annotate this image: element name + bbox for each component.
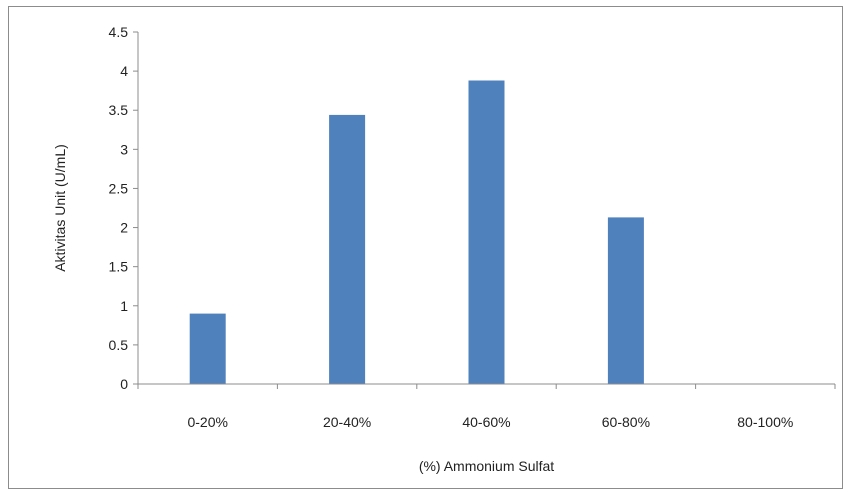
x-tick-label: 60-80%: [602, 414, 650, 430]
x-tick-label: 0-20%: [187, 414, 227, 430]
y-tick-label: 1: [120, 298, 128, 314]
x-axis-title: (%) Ammonium Sulfat: [419, 458, 554, 474]
y-tick-label: 4: [120, 63, 128, 79]
x-tick-label: 40-60%: [462, 414, 510, 430]
y-axis-title: Aktivitas Unit (U/mL): [52, 144, 68, 272]
bar: [607, 217, 644, 384]
bar: [329, 114, 366, 384]
y-tick-label: 2: [120, 220, 128, 236]
chart-frame: [8, 6, 843, 489]
y-tick-label: 3.5: [109, 102, 129, 118]
bar: [189, 313, 226, 384]
y-tick-label: 4.5: [109, 24, 129, 40]
y-tick-label: 2.5: [109, 180, 129, 196]
x-tick-label: 80-100%: [737, 414, 793, 430]
bar: [468, 80, 505, 385]
y-tick-label: 1.5: [109, 259, 129, 275]
bars: [189, 80, 644, 385]
y-tick-label: 0.5: [109, 337, 129, 353]
y-tick-label: 0: [120, 376, 128, 392]
y-axis-ticks: 0 0.5 1 1.5 2 2.5 3 3.5 4 4.5: [109, 24, 138, 392]
x-axis-ticks: 0-20% 20-40% 40-60% 60-80% 80-100%: [137, 384, 836, 430]
y-tick-label: 3: [120, 141, 128, 157]
x-tick-label: 20-40%: [323, 414, 371, 430]
